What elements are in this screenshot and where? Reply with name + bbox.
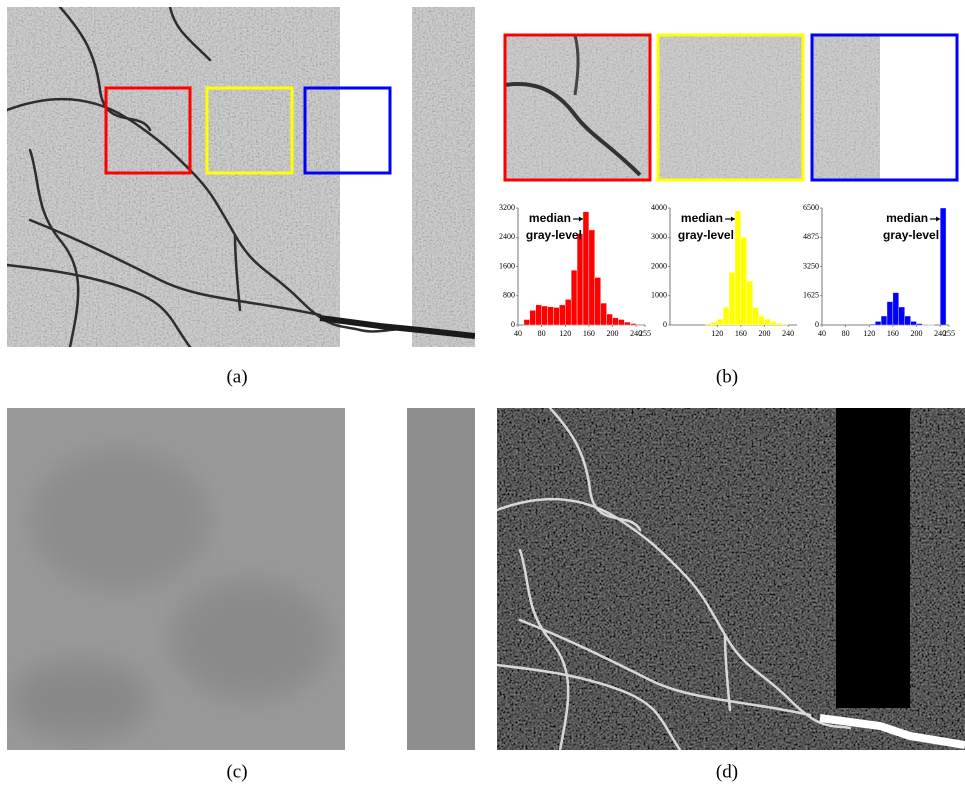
bar bbox=[887, 302, 893, 325]
x-tick-label: 200 bbox=[759, 329, 771, 338]
crops bbox=[505, 35, 957, 180]
bar bbox=[630, 324, 636, 325]
bar bbox=[613, 318, 619, 325]
bar bbox=[589, 230, 595, 325]
bar bbox=[917, 324, 923, 325]
photo-d bbox=[497, 408, 965, 750]
y-tick-label: 1600 bbox=[499, 261, 515, 270]
bar bbox=[782, 324, 788, 325]
x-tick-label: 40 bbox=[818, 329, 826, 338]
bar bbox=[536, 305, 542, 325]
arrow-head bbox=[579, 217, 583, 222]
x-tick-label: 240 bbox=[782, 329, 794, 338]
bar bbox=[553, 307, 559, 325]
y-tick-label: 2000 bbox=[651, 261, 667, 270]
body: (a) (b) (c) (d) 080016002400320040801201… bbox=[0, 0, 965, 787]
bar bbox=[624, 322, 630, 325]
x-tick-label: 160 bbox=[583, 329, 595, 338]
bar bbox=[601, 303, 607, 325]
page: {"captions": ["(a)", "(b)", "(c)", "(d)"… bbox=[0, 0, 965, 787]
bar bbox=[747, 281, 753, 325]
y-tick-label: 0 bbox=[663, 320, 667, 329]
y-tick-label: 0 bbox=[511, 320, 515, 329]
bar bbox=[530, 310, 536, 325]
x-tick-label: 255 bbox=[639, 329, 651, 338]
bar bbox=[741, 237, 747, 325]
annotation: gray-level bbox=[678, 228, 734, 242]
bar bbox=[548, 307, 554, 325]
bar bbox=[765, 319, 771, 325]
y-tick-label: 3000 bbox=[651, 232, 667, 241]
bar bbox=[735, 211, 741, 325]
annotation: gray-level bbox=[526, 228, 582, 242]
x-tick-label: 200 bbox=[911, 329, 923, 338]
y-tick-label: 1000 bbox=[651, 291, 667, 300]
x-tick-label: 160 bbox=[735, 329, 747, 338]
y-tick-label: 6500 bbox=[803, 203, 819, 212]
x-tick-label: 120 bbox=[559, 329, 571, 338]
y-tick-label: 800 bbox=[503, 291, 515, 300]
annotation: gray-level bbox=[883, 228, 939, 242]
y-tick-label: 2400 bbox=[499, 232, 515, 241]
caption: (a) bbox=[226, 366, 247, 387]
bar bbox=[542, 306, 548, 325]
arrow-head bbox=[936, 217, 940, 222]
bar bbox=[571, 270, 577, 325]
y-tick-label: 4000 bbox=[651, 203, 667, 212]
y-tick-label: 3200 bbox=[499, 203, 515, 212]
bar bbox=[940, 208, 946, 325]
bar bbox=[899, 307, 905, 325]
caption: (b) bbox=[716, 366, 738, 387]
bar bbox=[717, 319, 723, 325]
bar bbox=[881, 316, 887, 325]
x-tick-label: 255 bbox=[943, 329, 955, 338]
bar bbox=[753, 307, 759, 325]
bar bbox=[565, 299, 571, 325]
bar bbox=[711, 322, 717, 325]
bar bbox=[729, 272, 735, 325]
bar bbox=[595, 277, 601, 325]
bar bbox=[705, 324, 711, 325]
bar bbox=[875, 321, 881, 325]
bar bbox=[559, 305, 565, 325]
bar bbox=[770, 321, 776, 325]
bar bbox=[618, 320, 624, 325]
x-tick-label: 160 bbox=[887, 329, 899, 338]
bar bbox=[893, 293, 899, 325]
x-tick-label: 80 bbox=[842, 329, 850, 338]
y-tick-label: 1625 bbox=[803, 291, 819, 300]
caption: (d) bbox=[716, 761, 738, 782]
caption: (c) bbox=[226, 761, 247, 782]
bar bbox=[776, 323, 782, 325]
bar bbox=[759, 316, 765, 325]
x-tick-label: 120 bbox=[863, 329, 875, 338]
bar bbox=[636, 324, 642, 325]
figure: (a) (b) (c) (d) 080016002400320040801201… bbox=[0, 0, 965, 787]
photo-c bbox=[7, 408, 475, 750]
annotation: median bbox=[529, 211, 571, 225]
bar bbox=[905, 316, 911, 325]
bar bbox=[723, 307, 729, 325]
x-tick-label: 80 bbox=[538, 329, 546, 338]
arrow-head bbox=[731, 217, 735, 222]
bar bbox=[607, 314, 613, 325]
x-tick-label: 200 bbox=[607, 329, 619, 338]
bar bbox=[869, 324, 875, 325]
bar bbox=[922, 324, 928, 325]
y-tick-label: 3250 bbox=[803, 261, 819, 270]
bar bbox=[583, 212, 589, 325]
x-tick-label: 120 bbox=[711, 329, 723, 338]
annotation: median bbox=[681, 211, 723, 225]
y-tick-label: 4875 bbox=[803, 232, 819, 241]
y-tick-label: 0 bbox=[815, 320, 819, 329]
bar bbox=[577, 234, 583, 325]
bar bbox=[524, 320, 530, 325]
bar bbox=[911, 321, 917, 325]
annotation: median bbox=[886, 211, 928, 225]
x-tick-label: 40 bbox=[514, 329, 522, 338]
photo-a bbox=[7, 7, 475, 347]
